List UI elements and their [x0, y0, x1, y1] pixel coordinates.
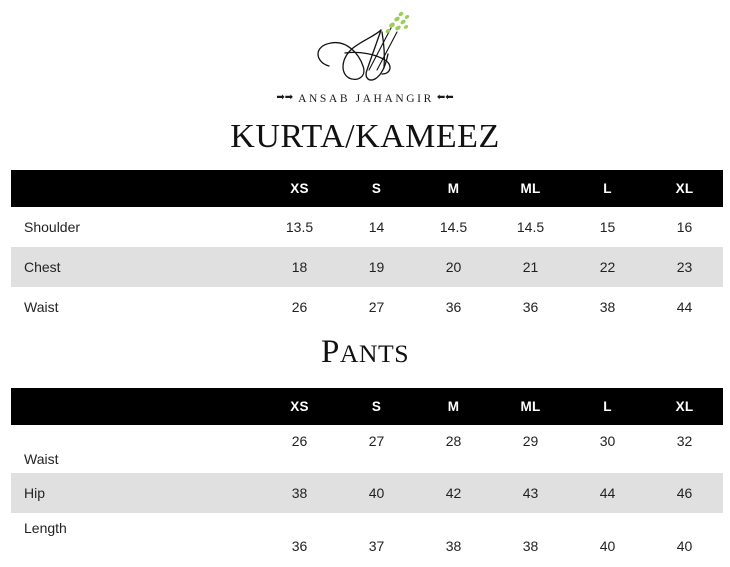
- cell-value: 21: [492, 247, 569, 287]
- cell-value: 40: [338, 473, 415, 513]
- pants-table-body: Waist 26 27 28 29 30 32 Hip 38 40 42 43 …: [11, 425, 723, 560]
- column-header-m: M: [415, 388, 492, 425]
- cell-value: 43: [492, 473, 569, 513]
- table-row: Chest 18 19 20 21 22 23: [11, 247, 723, 287]
- leaf-sprig-icon: [385, 11, 410, 34]
- cell-value: 26: [261, 287, 338, 327]
- pants-size-table: XS S M ML L XL Waist 26 27 28 29 30 32 H…: [11, 388, 723, 560]
- cell-value: 23: [646, 247, 723, 287]
- ornament-left-icon: ➡➡: [276, 92, 294, 103]
- cell-value: 28: [415, 425, 492, 473]
- cell-value: 44: [569, 473, 646, 513]
- monogram-logo-icon: [317, 11, 410, 81]
- cell-value: 37: [338, 513, 415, 560]
- cell-value: 38: [261, 473, 338, 513]
- table-row: Hip 38 40 42 43 44 46: [11, 473, 723, 513]
- table-row: Waist 26 27 36 36 38 44: [11, 287, 723, 327]
- cell-value: 30: [569, 425, 646, 473]
- brand-logo: ➡➡ ANSAB JAHANGIR ⬅⬅: [0, 8, 730, 116]
- table-row: Length 36 37 38 38 40 40: [11, 513, 723, 560]
- row-label: Length: [11, 513, 261, 560]
- cell-value: 42: [415, 473, 492, 513]
- cell-value: 44: [646, 287, 723, 327]
- cell-value: 32: [646, 425, 723, 473]
- column-header-l: L: [569, 388, 646, 425]
- kurta-size-table: XS S M ML L XL Shoulder 13.5 14 14.5 14.…: [11, 170, 723, 327]
- cell-value: 27: [338, 287, 415, 327]
- cell-value: 14.5: [492, 207, 569, 247]
- cell-value: 36: [415, 287, 492, 327]
- cell-value: 38: [492, 513, 569, 560]
- cell-value: 38: [415, 513, 492, 560]
- cell-value: 36: [261, 513, 338, 560]
- pants-title-rest: ANTS: [339, 339, 410, 368]
- column-header-s: S: [338, 170, 415, 207]
- cell-value: 29: [492, 425, 569, 473]
- table-header-row: XS S M ML L XL: [11, 170, 723, 207]
- column-header-label: [11, 388, 261, 425]
- column-header-m: M: [415, 170, 492, 207]
- ornament-right-icon: ⬅⬅: [436, 92, 454, 103]
- cell-value: 19: [338, 247, 415, 287]
- cell-value: 20: [415, 247, 492, 287]
- row-label: Hip: [11, 473, 261, 513]
- row-label: Shoulder: [11, 207, 261, 247]
- cell-value: 16: [646, 207, 723, 247]
- cell-value: 13.5: [261, 207, 338, 247]
- cell-value: 22: [569, 247, 646, 287]
- column-header-xl: XL: [646, 170, 723, 207]
- kurta-table-body: Shoulder 13.5 14 14.5 14.5 15 16 Chest 1…: [11, 207, 723, 327]
- pants-table-header: XS S M ML L XL: [11, 388, 723, 425]
- column-header-s: S: [338, 388, 415, 425]
- cell-value: 46: [646, 473, 723, 513]
- cell-value: 40: [569, 513, 646, 560]
- row-label: Waist: [11, 287, 261, 327]
- cell-value: 15: [569, 207, 646, 247]
- column-header-label: [11, 170, 261, 207]
- cell-value: 38: [569, 287, 646, 327]
- table-row: Waist 26 27 28 29 30 32: [11, 425, 723, 473]
- table-header-row: XS S M ML L XL: [11, 388, 723, 425]
- table-row: Shoulder 13.5 14 14.5 14.5 15 16: [11, 207, 723, 247]
- column-header-ml: ML: [492, 170, 569, 207]
- brand-name-text: ANSAB JAHANGIR: [298, 93, 434, 105]
- cell-value: 27: [338, 425, 415, 473]
- column-header-xl: XL: [646, 388, 723, 425]
- row-label: Waist: [11, 425, 261, 473]
- cell-value: 36: [492, 287, 569, 327]
- section-title-kurta: KURTA/KAMEEZ: [230, 118, 500, 155]
- section-title-pants: PANTS: [0, 334, 730, 371]
- row-label: Chest: [11, 247, 261, 287]
- column-header-l: L: [569, 170, 646, 207]
- cell-value: 26: [261, 425, 338, 473]
- cell-value: 40: [646, 513, 723, 560]
- cell-value: 18: [261, 247, 338, 287]
- column-header-xs: XS: [261, 170, 338, 207]
- pants-title-initial: P: [320, 334, 340, 370]
- cell-value: 14: [338, 207, 415, 247]
- brand-name: ➡➡ ANSAB JAHANGIR ⬅⬅: [0, 92, 730, 105]
- cell-value: 14.5: [415, 207, 492, 247]
- kurta-table-header: XS S M ML L XL: [11, 170, 723, 207]
- column-header-xs: XS: [261, 388, 338, 425]
- column-header-ml: ML: [492, 388, 569, 425]
